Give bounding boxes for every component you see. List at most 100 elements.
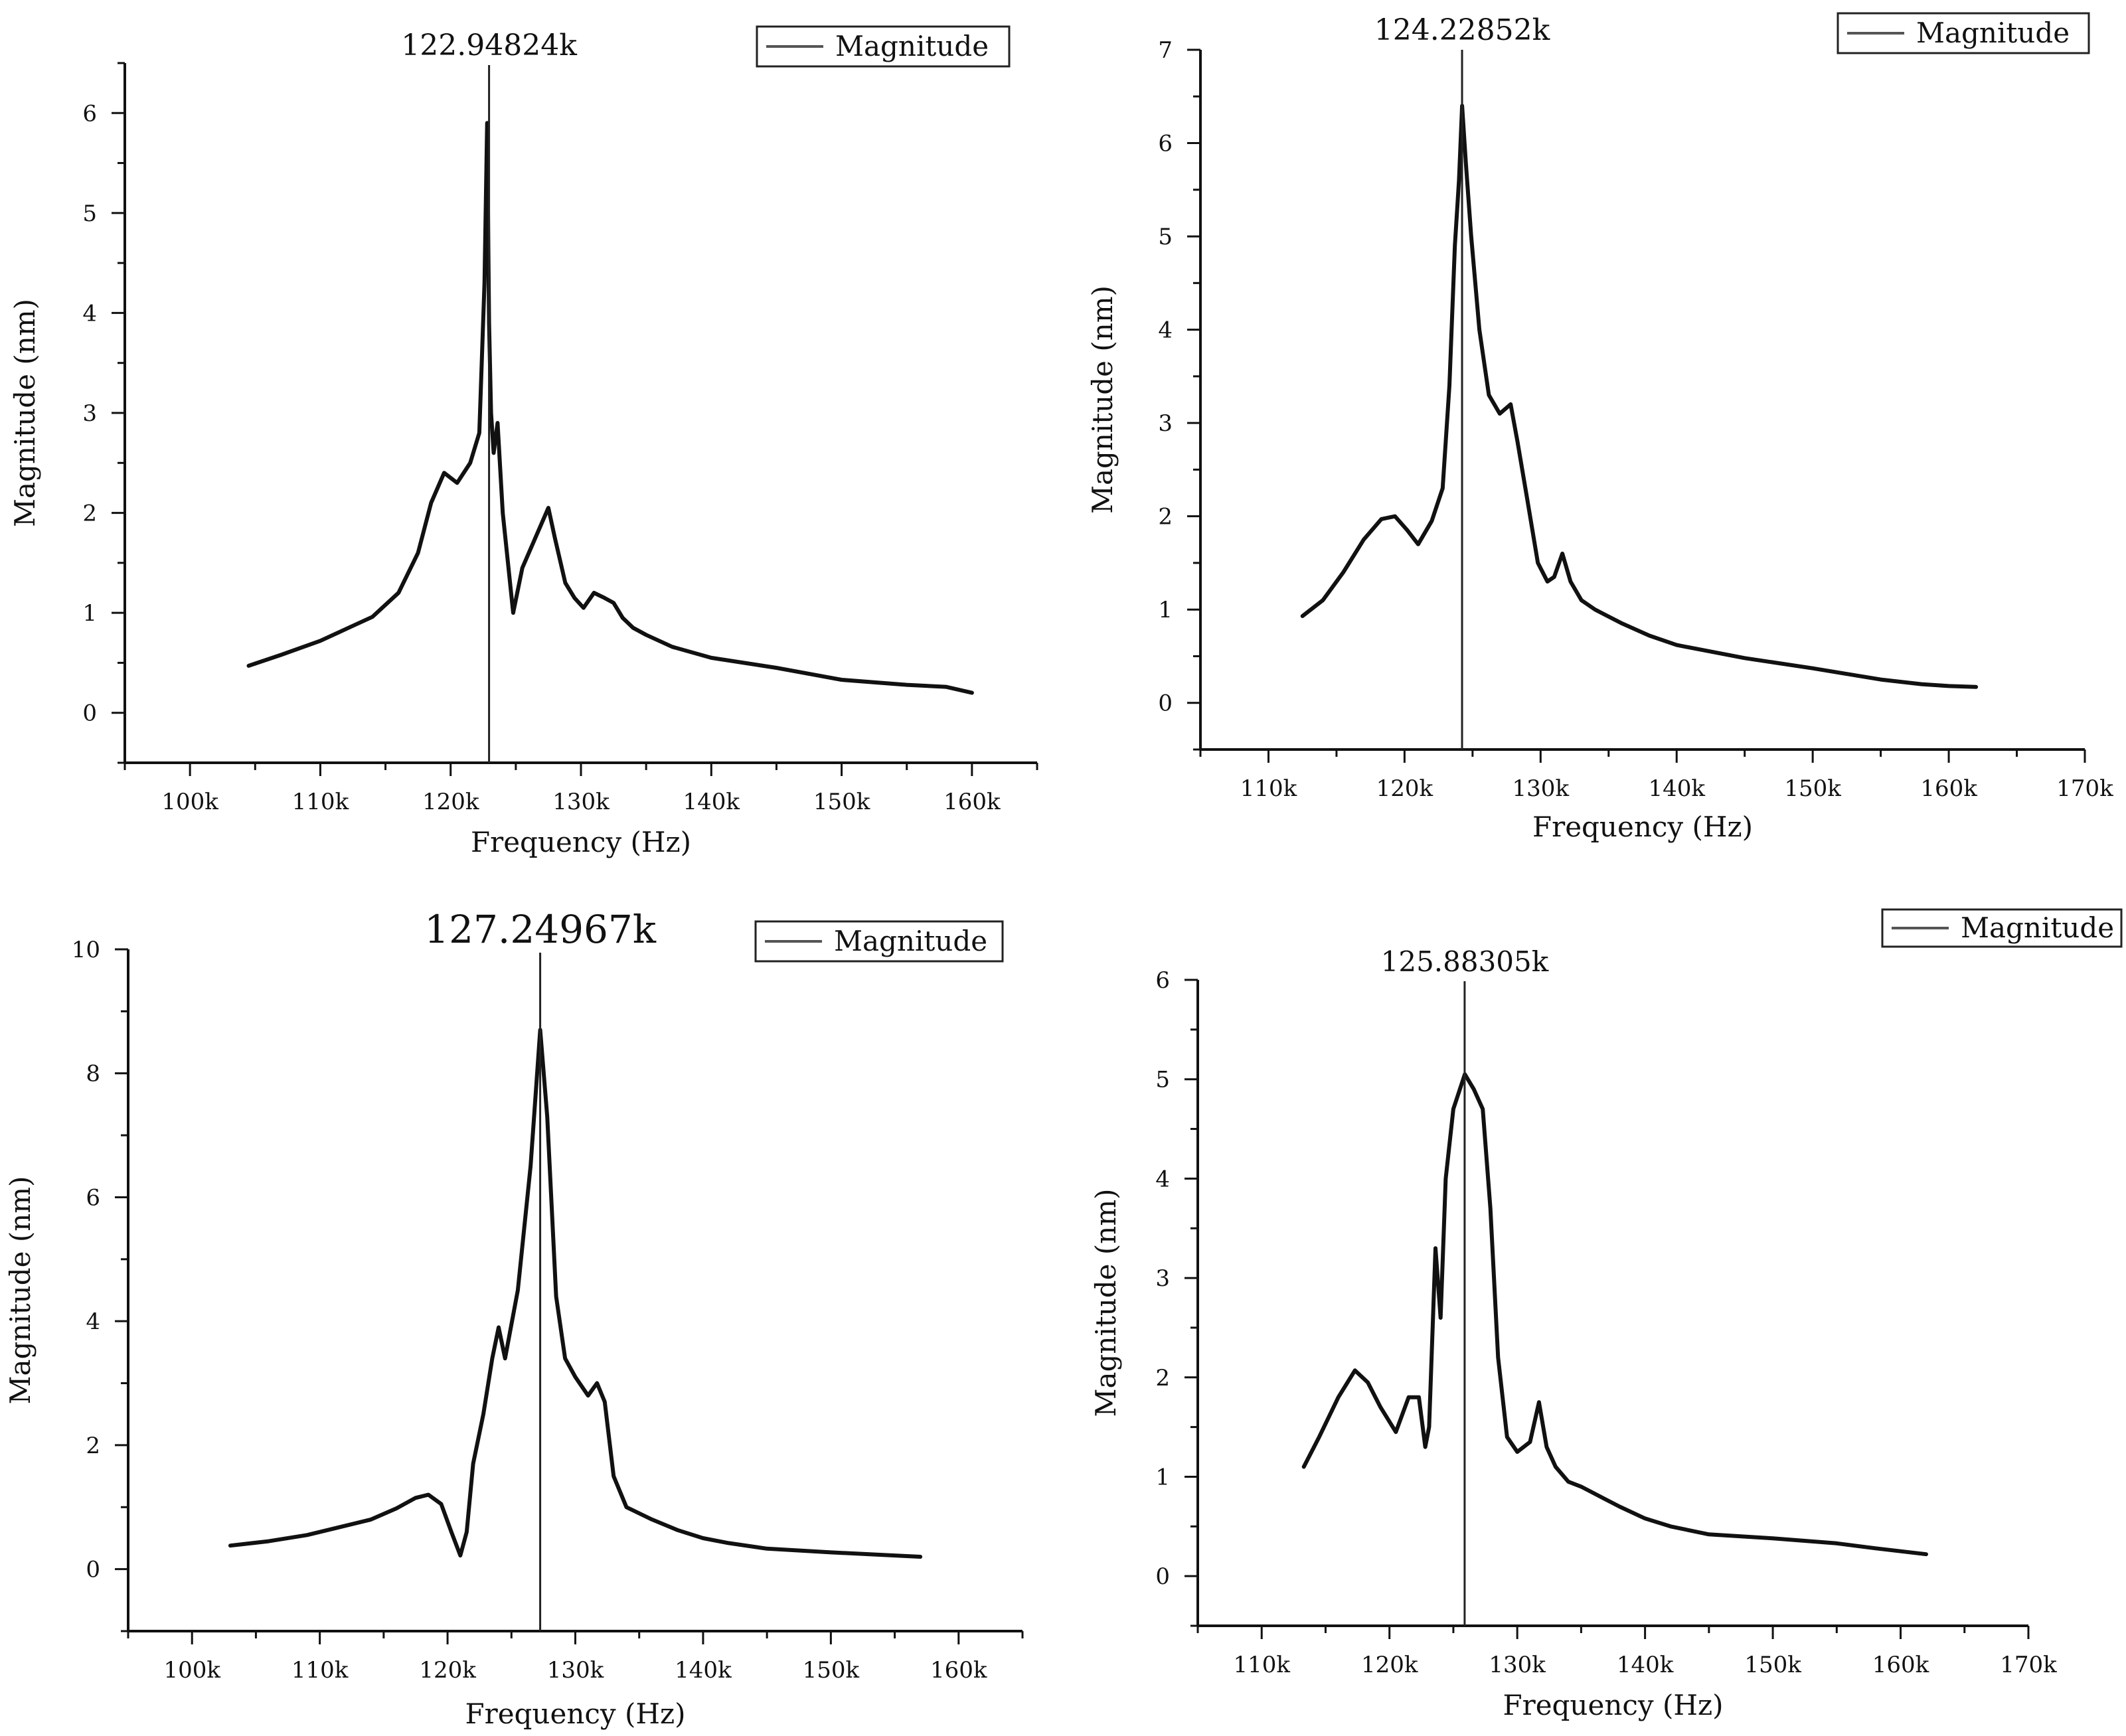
data-point (1643, 1516, 1647, 1520)
x-tick-label: 130k (552, 789, 610, 815)
y-tick-label: 2 (82, 501, 97, 527)
data-point (1451, 1107, 1455, 1111)
data-point (1496, 1356, 1500, 1360)
data-point (1528, 1440, 1532, 1444)
data-point (280, 653, 284, 657)
data-point (1469, 234, 1473, 238)
data-point (554, 1295, 558, 1299)
y-tick-label: 0 (82, 700, 97, 727)
data-point (582, 606, 586, 610)
data-point (602, 596, 606, 600)
data-point (1380, 517, 1384, 521)
data-point (1447, 384, 1451, 388)
data-point (1317, 1435, 1321, 1439)
data-point (369, 1518, 373, 1522)
data-point (586, 1393, 590, 1397)
data-point (501, 511, 505, 515)
series-magnitude-line (1300, 104, 1979, 689)
y-tick-label: 5 (1158, 224, 1173, 250)
data-point (675, 1528, 679, 1532)
data-point (1362, 538, 1366, 542)
x-tick-label: 140k (1617, 1652, 1674, 1678)
legend-label: Magnitude (835, 30, 989, 62)
data-point (701, 1536, 705, 1540)
data-point (572, 596, 576, 600)
data-point (546, 506, 550, 510)
data-point (490, 1356, 494, 1360)
legend: Magnitude (1881, 908, 2123, 948)
data-point (1544, 1445, 1548, 1449)
chart-panel-2: 110k 120k 130k 140k 150k 160k 170k 0 1 2 3 4 5 6 7 Freq… (1086, 12, 2113, 843)
chart-panel-3: 100k 110k 120k 130k 140k 150k 160k 0 2 4 6 8 10 Frequ… (4, 907, 1024, 1730)
data-point (1433, 1246, 1437, 1250)
data-point (1515, 439, 1519, 443)
y-tick-label: 10 (72, 937, 100, 963)
y-axis-title: Magnitude (nm) (4, 1176, 37, 1404)
x-tick-label: 140k (675, 1657, 732, 1684)
data-point (1417, 1395, 1421, 1399)
data-point (442, 471, 446, 475)
data-point (1593, 607, 1597, 611)
peak-marker-label: 122.94824k (401, 29, 577, 62)
y-tick-label: 6 (86, 1184, 100, 1211)
legend: Magnitude (754, 920, 1004, 963)
data-point (612, 1474, 615, 1478)
data-point (553, 536, 557, 540)
data-point (481, 1412, 485, 1416)
data-point (439, 1502, 443, 1506)
data-point (1441, 487, 1445, 491)
data-point (1580, 598, 1584, 602)
data-point (429, 501, 433, 505)
series-magnitude-line (228, 1028, 923, 1559)
data-point (595, 1381, 599, 1385)
y-tick-label: 1 (1155, 1464, 1170, 1490)
data-point (495, 421, 499, 425)
data-point (1879, 678, 1883, 682)
data-point (650, 1518, 654, 1522)
data-point (1477, 328, 1481, 332)
x-tick-label: 120k (419, 1657, 476, 1684)
x-axis-title: Frequency (Hz) (1532, 811, 1753, 843)
data-point (1617, 1504, 1621, 1508)
data-point (1489, 1206, 1493, 1210)
data-point (1405, 528, 1409, 532)
data-point (1568, 580, 1572, 584)
data-point (726, 1541, 730, 1545)
data-point (709, 656, 713, 660)
legend: Magnitude (756, 25, 1011, 68)
data-point (1620, 621, 1624, 625)
data-point (1487, 393, 1491, 397)
y-tick-label: 5 (1155, 1067, 1170, 1093)
data-point (1675, 643, 1678, 647)
x-tick-label: 110k (292, 789, 349, 815)
data-point (246, 664, 250, 668)
data-point (1811, 667, 1815, 671)
data-point (533, 536, 537, 540)
data-point (414, 1496, 418, 1500)
data-point (1427, 1425, 1431, 1429)
data-point (1771, 1536, 1775, 1540)
y-tick-label: 4 (1155, 1166, 1170, 1192)
y-tick-label: 4 (86, 1308, 100, 1335)
data-point (1873, 1546, 1877, 1550)
data-point (1536, 561, 1540, 565)
data-point (1481, 1107, 1485, 1111)
x-tick-label: 160k (943, 789, 1001, 815)
data-point (485, 121, 489, 125)
x-axis-title: Frequency (Hz) (471, 826, 691, 858)
data-point (545, 1115, 549, 1119)
x-tick-label: 160k (1872, 1652, 1929, 1678)
data-point (1647, 634, 1651, 638)
data-point (1378, 1405, 1382, 1409)
data-point (1464, 160, 1468, 164)
y-tick-label: 6 (1155, 967, 1170, 994)
data-point (1835, 1541, 1839, 1545)
data-point (1472, 1087, 1476, 1091)
x-tick-label: 110k (1240, 775, 1297, 802)
data-point (918, 1555, 922, 1559)
data-point (305, 1533, 309, 1537)
data-point (1337, 1395, 1341, 1399)
data-point (765, 1547, 769, 1551)
data-point (396, 591, 400, 595)
